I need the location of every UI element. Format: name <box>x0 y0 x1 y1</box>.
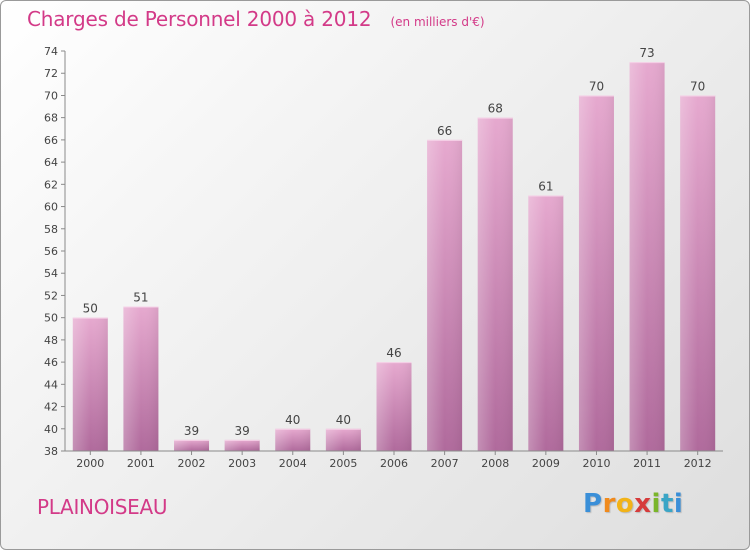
bar-shading <box>427 139 463 451</box>
bar-value-label: 40 <box>285 413 300 427</box>
x-tick-label: 2011 <box>633 457 661 470</box>
x-tick-label: 2004 <box>279 457 307 470</box>
x-tick-label: 2007 <box>431 457 459 470</box>
bar-shading <box>578 95 614 451</box>
bar-value-label: 39 <box>235 424 250 438</box>
y-tick-label: 72 <box>44 67 58 80</box>
bar-value-label: 66 <box>437 124 452 138</box>
bar-shading <box>680 95 716 451</box>
place-name: PLAINOISEAU <box>37 495 168 519</box>
bar-shading <box>629 62 665 451</box>
x-tick-label: 2002 <box>178 457 206 470</box>
bar-shading <box>72 317 108 451</box>
y-axis: 38 40 42 44 46 48 50 52 54 56 58 60 62 64 66 68 70 72 74 <box>44 45 66 458</box>
x-tick-label: 2003 <box>228 457 256 470</box>
x-tick-label: 2010 <box>582 457 610 470</box>
bar-shading <box>123 306 159 451</box>
chart-subtitle: (en milliers d'€) <box>390 15 485 29</box>
y-tick-label: 40 <box>44 423 58 436</box>
bar-shading <box>376 362 412 451</box>
y-tick-label: 38 <box>44 445 58 458</box>
x-axis: 2000 2001 2002 2003 2004 2005 2006 2007 2008 2009… <box>65 450 723 470</box>
y-tick-label: 46 <box>44 356 58 369</box>
y-tick-label: 56 <box>44 245 58 258</box>
bar-value-label: 50 <box>83 302 98 316</box>
x-tick-label: 2001 <box>127 457 155 470</box>
bar-shading <box>224 439 260 451</box>
y-tick-label: 44 <box>44 378 58 391</box>
y-tick-label: 70 <box>44 89 58 102</box>
bar-shading <box>275 428 311 451</box>
y-tick-label: 42 <box>44 401 58 414</box>
y-tick-label: 74 <box>44 45 58 58</box>
bar-shading <box>325 428 361 451</box>
y-tick-label: 66 <box>44 134 58 147</box>
chart-title: Charges de Personnel 2000 à 2012 <box>27 7 372 31</box>
x-tick-label: 2012 <box>684 457 712 470</box>
bar-value-label: 51 <box>133 291 148 305</box>
chart-title-block: Charges de Personnel 2000 à 2012 (en mil… <box>27 7 485 31</box>
y-tick-label: 48 <box>44 334 58 347</box>
bar-value-label: 70 <box>589 79 604 93</box>
bar-value-label: 39 <box>184 424 199 438</box>
bar-value-label: 46 <box>386 346 401 360</box>
x-tick-label: 2005 <box>329 457 357 470</box>
bars: 50 51 39 39 40 40 46 66 68 61 70 73 70 <box>72 46 716 452</box>
x-tick-label: 2009 <box>532 457 560 470</box>
bar-value-label: 70 <box>690 79 705 93</box>
bar-shading <box>174 439 210 451</box>
x-tick-label: 2000 <box>76 457 104 470</box>
y-tick-label: 50 <box>44 312 58 325</box>
x-tick-label: 2008 <box>481 457 509 470</box>
y-tick-label: 62 <box>44 178 58 191</box>
bar-value-label: 68 <box>488 102 503 116</box>
bar-value-label: 40 <box>336 413 351 427</box>
bar-shading <box>528 195 564 451</box>
y-tick-label: 58 <box>44 223 58 236</box>
y-tick-label: 52 <box>44 289 58 302</box>
x-tick-label: 2006 <box>380 457 408 470</box>
y-tick-label: 60 <box>44 201 58 214</box>
bar-value-label: 73 <box>639 46 654 60</box>
bar-shading <box>477 117 513 452</box>
brand-logo: Proxiti <box>583 489 684 519</box>
bar-value-label: 61 <box>538 179 553 193</box>
y-tick-label: 68 <box>44 112 58 125</box>
y-tick-label: 54 <box>44 267 58 280</box>
y-tick-label: 64 <box>44 156 58 169</box>
